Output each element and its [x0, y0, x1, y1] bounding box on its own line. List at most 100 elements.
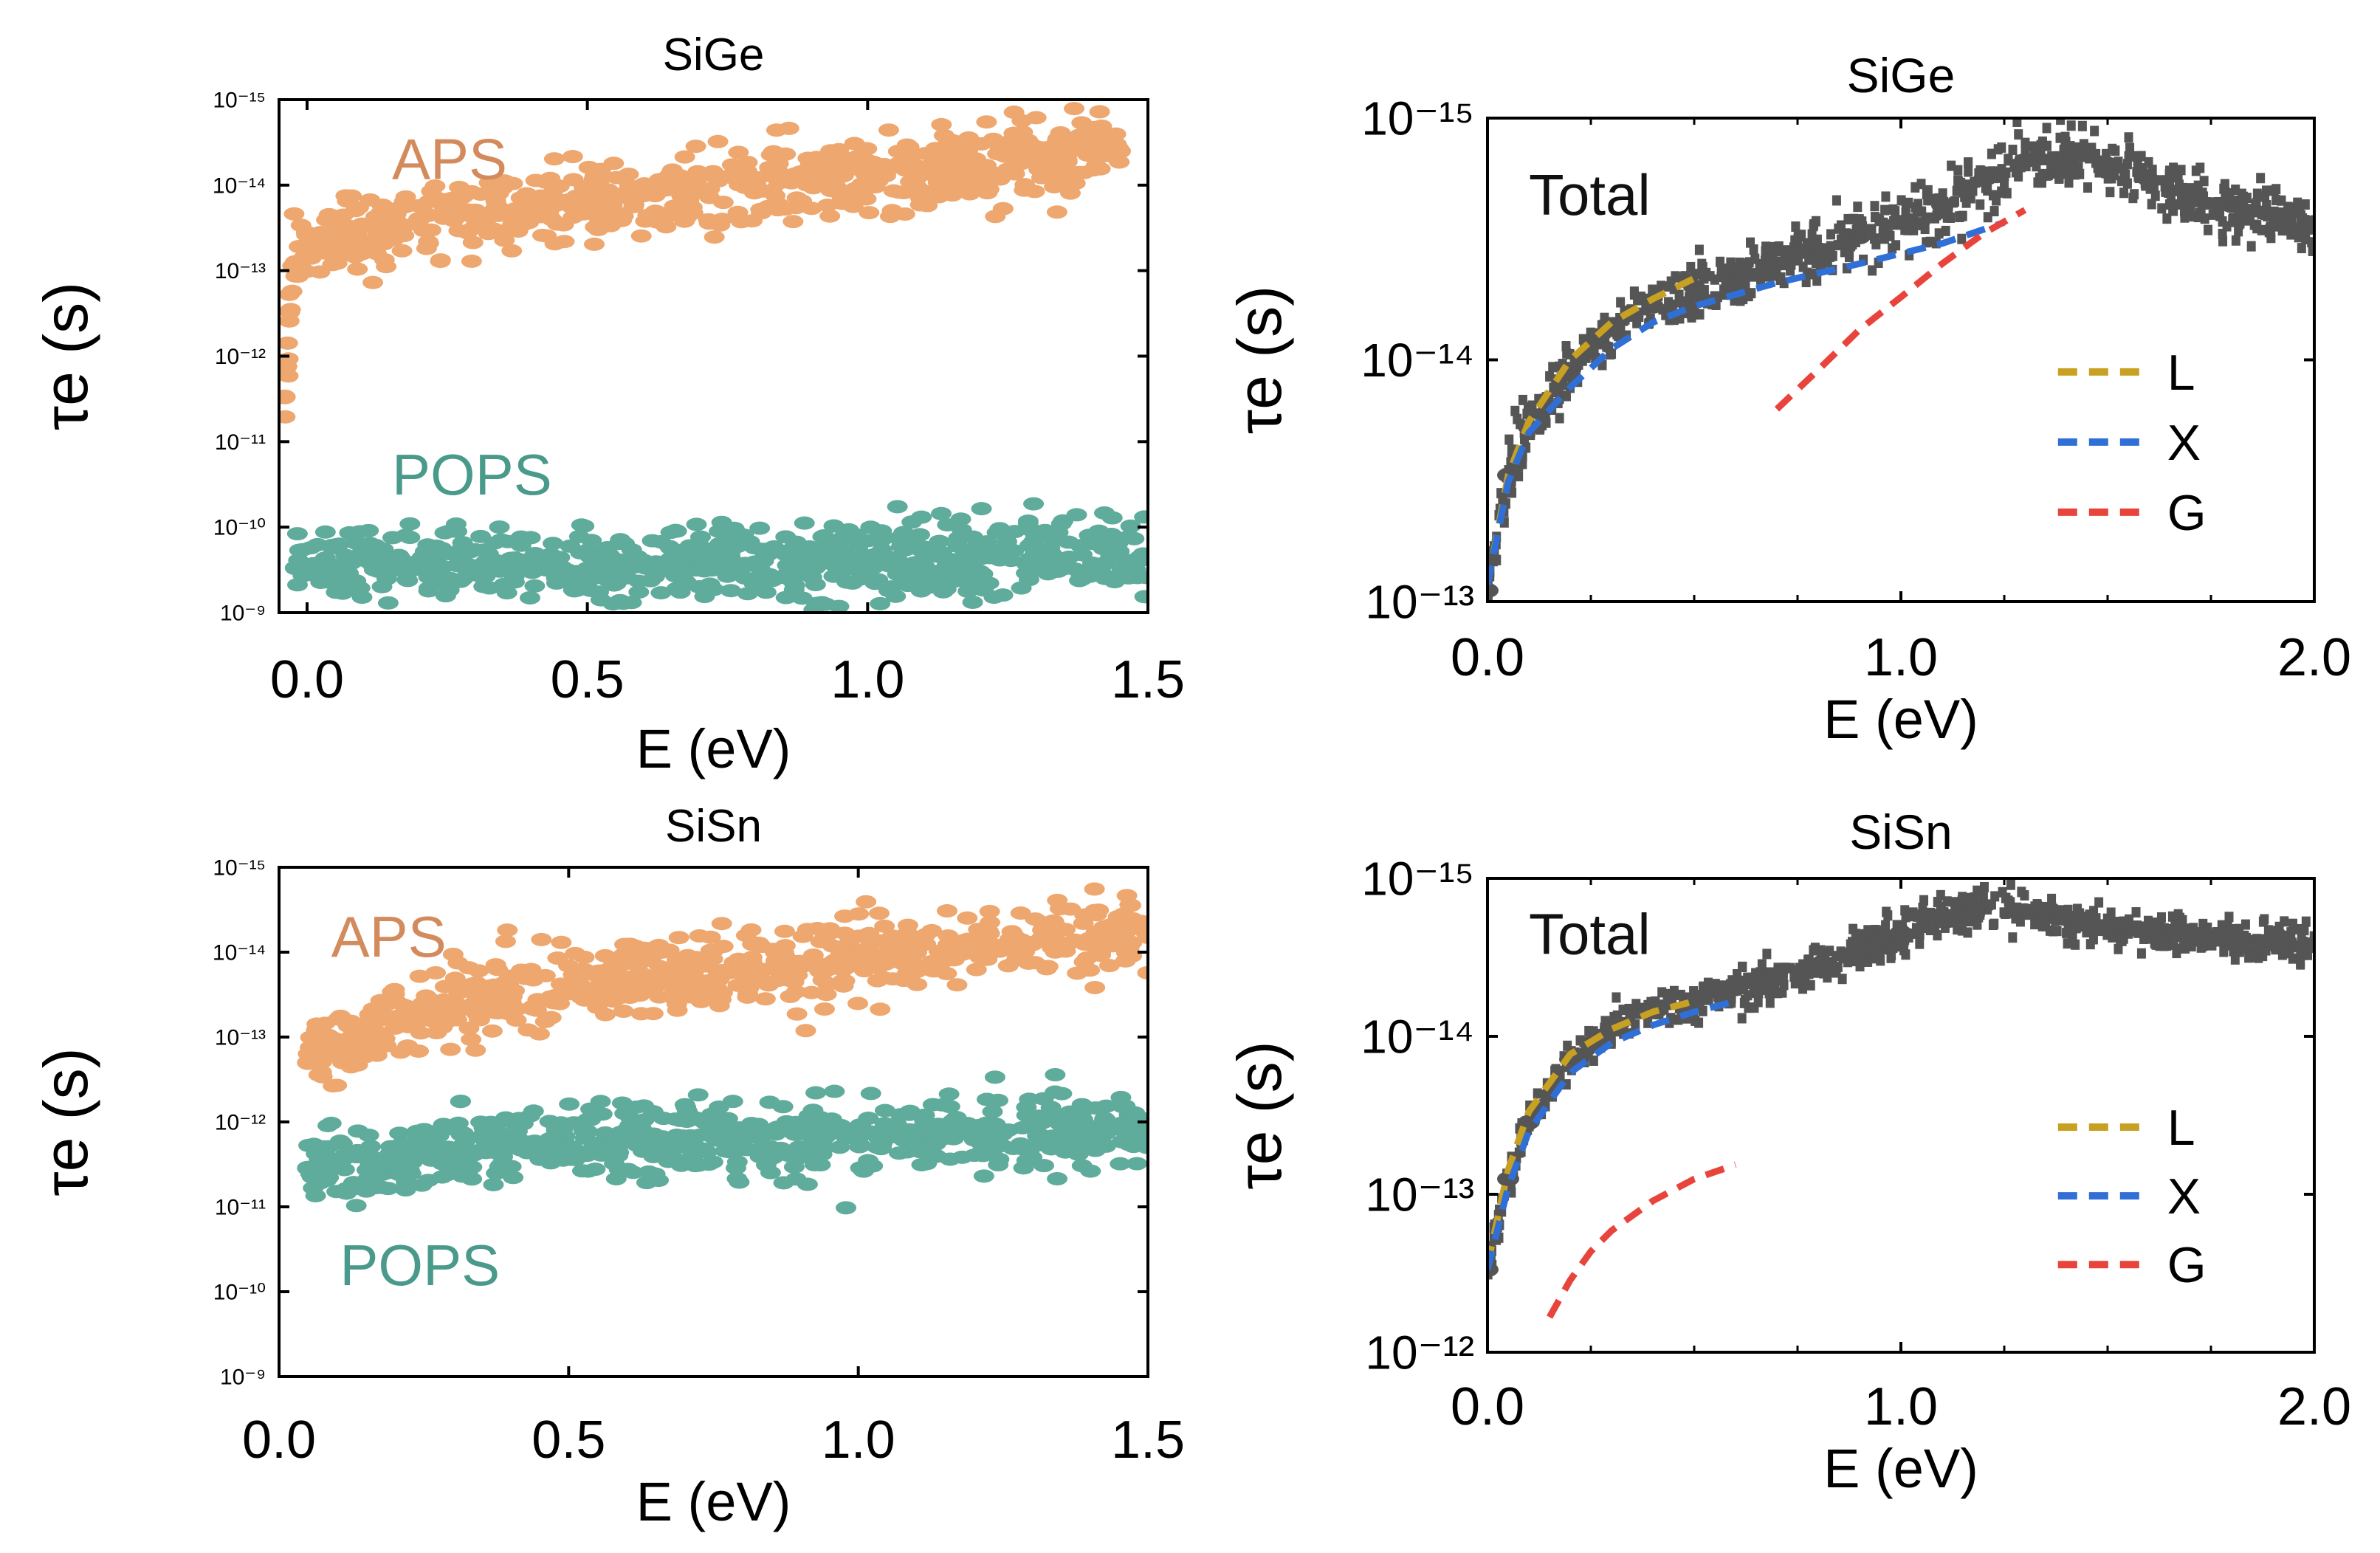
data-point [1934, 228, 1944, 239]
legend-label-x: X [2167, 1168, 2201, 1225]
data-point [496, 586, 517, 600]
data-point [447, 524, 468, 538]
data-point [815, 597, 836, 611]
data-point [390, 1045, 411, 1059]
data-point [2070, 916, 2080, 927]
data-point [2114, 156, 2123, 168]
y-tick-label: 10⁻¹⁵ [1361, 852, 1474, 905]
data-point [2297, 243, 2306, 254]
data-point [2297, 932, 2306, 943]
data-point [547, 951, 568, 965]
data-point [955, 942, 977, 956]
data-point [794, 516, 815, 530]
data-point [1899, 215, 1909, 226]
data-point [1870, 201, 1879, 212]
data-point [1022, 1139, 1043, 1153]
data-point [425, 561, 447, 575]
data-point [2128, 151, 2137, 162]
data-point [698, 954, 719, 968]
data-point [577, 1164, 599, 1178]
data-point [1488, 590, 1493, 601]
data-point [463, 543, 484, 557]
data-point [1737, 1013, 1747, 1024]
data-point [2119, 187, 2129, 199]
data-point [868, 906, 890, 920]
data-point [887, 500, 908, 514]
data-point [2122, 178, 2132, 189]
data-point [503, 1171, 524, 1185]
data-point [1051, 153, 1073, 167]
data-point [915, 540, 936, 554]
data-point [1583, 1050, 1593, 1061]
data-point [946, 978, 968, 992]
data-point [2263, 925, 2273, 936]
data-point [2162, 213, 2172, 224]
data-point [2139, 921, 2148, 932]
legend-label-g: G [2167, 1237, 2207, 1293]
data-point [458, 1022, 480, 1036]
annotation-total: Total [1529, 162, 1651, 227]
data-point [2172, 948, 2181, 959]
data-point [1889, 216, 1899, 227]
data-point [2073, 903, 2082, 915]
data-point [2186, 201, 2195, 212]
data-point [1812, 275, 1822, 286]
data-point [916, 562, 938, 576]
data-point [619, 937, 641, 951]
data-point [967, 552, 988, 566]
data-point [2090, 125, 2099, 137]
series-total [1488, 118, 2314, 601]
data-point [1883, 910, 1893, 921]
data-point [329, 1134, 351, 1149]
data-point [670, 1158, 692, 1172]
data-point [483, 978, 504, 992]
data-point [488, 187, 509, 201]
data-point [553, 218, 574, 232]
annotation-pops: POPS [340, 1233, 500, 1298]
data-point [2237, 188, 2246, 199]
data-point [834, 957, 856, 971]
data-point [1077, 148, 1098, 162]
data-point [1953, 165, 1963, 176]
data-point [1671, 271, 1680, 282]
data-point [2301, 916, 2311, 927]
legend-label-l: L [2167, 1100, 2195, 1156]
chart-panel-3: SiSn10⁻¹⁵10⁻¹⁴10⁻¹³10⁻¹²10⁻¹¹10⁻¹⁰10⁻⁹0.… [31, 801, 1185, 1532]
data-point [366, 1048, 388, 1062]
data-point [722, 1095, 743, 1109]
data-point [1924, 212, 1933, 223]
data-point [2051, 915, 2060, 926]
data-point [408, 1044, 430, 1058]
data-point [588, 222, 609, 236]
data-point [425, 965, 447, 979]
data-point [574, 519, 595, 533]
data-point [416, 241, 437, 255]
data-point [434, 979, 455, 994]
data-point [462, 235, 484, 249]
data-point [1958, 895, 1968, 906]
data-point [362, 1150, 383, 1164]
data-point [327, 579, 348, 593]
plot-area [297, 882, 1148, 1215]
data-point [664, 979, 685, 994]
data-point [2265, 224, 2274, 235]
data-point [986, 1129, 1007, 1143]
data-point [816, 988, 837, 1002]
data-point [345, 537, 367, 551]
data-point [2195, 162, 2205, 173]
data-point [1871, 944, 1880, 955]
data-point [976, 115, 997, 129]
data-point [2094, 897, 2104, 908]
data-point [1089, 105, 1110, 119]
data-point [1916, 179, 1926, 190]
data-point [2280, 916, 2289, 927]
data-point [360, 193, 381, 207]
data-point [588, 585, 610, 599]
data-point [1764, 988, 1774, 999]
data-point [727, 205, 749, 219]
data-point [628, 585, 650, 599]
data-point [1698, 267, 1707, 278]
data-point [1755, 967, 1765, 978]
data-point [2226, 937, 2236, 948]
